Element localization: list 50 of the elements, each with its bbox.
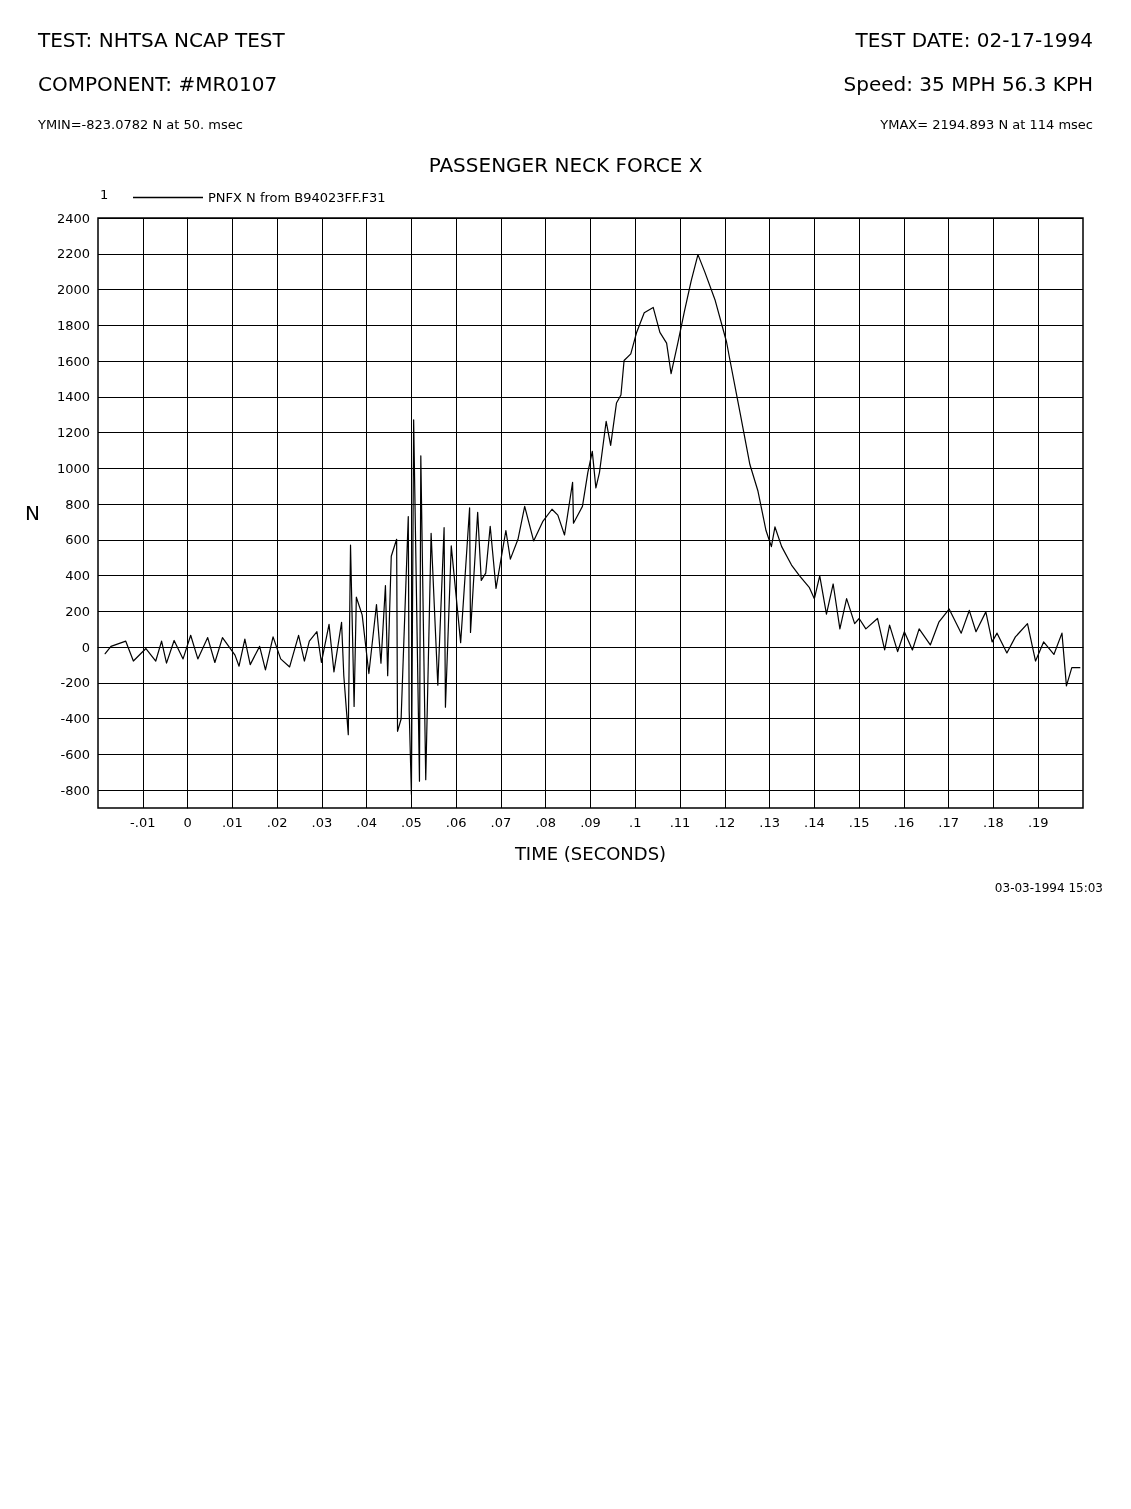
text: YMAX= 2194.893 N at 114 msec xyxy=(879,117,1093,132)
x-tick-label: .13 xyxy=(759,815,780,830)
x-tick-label: .12 xyxy=(714,815,736,830)
y-axis-title: N xyxy=(25,501,40,525)
x-tick-label: .06 xyxy=(445,815,467,830)
y-tick-label: 1000 xyxy=(56,460,90,476)
y-tick-label: 1400 xyxy=(56,389,90,405)
x-tick-label: .18 xyxy=(983,815,1004,830)
y-tick-label: -800 xyxy=(60,782,90,798)
text: YMIN=-823.0782 N at 50. msec xyxy=(37,117,243,132)
x-tick-label: .16 xyxy=(893,815,915,830)
x-tick-label: .05 xyxy=(401,815,422,830)
x-tick-label: .04 xyxy=(356,815,377,830)
y-tick-label: 2200 xyxy=(56,246,90,262)
text: TEST: NHTSA NCAP TEST xyxy=(37,28,286,52)
text: TEST DATE: 02-17-1994 xyxy=(854,28,1093,52)
y-tick-label: 2400 xyxy=(56,210,90,226)
y-tick-label: 400 xyxy=(65,568,90,584)
y-tick-label: 200 xyxy=(65,603,90,619)
x-tick-label: .07 xyxy=(490,815,512,830)
y-tick-label: -600 xyxy=(60,746,90,762)
x-axis-title: TIME (SECONDS) xyxy=(513,842,667,864)
text: PNFX N from B94023FF.F31 xyxy=(208,190,386,205)
y-tick-label: 1800 xyxy=(56,317,90,333)
x-tick-label: .19 xyxy=(1027,815,1049,830)
y-tick-label: 1200 xyxy=(56,425,90,441)
x-tick-label: .17 xyxy=(938,815,960,830)
x-tick-label: .08 xyxy=(535,815,557,830)
y-tick-label: 600 xyxy=(65,532,90,548)
x-tick-label: 0 xyxy=(183,815,192,830)
chart-title: PASSENGER NECK FORCE X xyxy=(428,153,703,177)
x-tick-label: -.01 xyxy=(130,815,156,830)
text: 1 xyxy=(100,187,109,202)
x-tick-label: .1 xyxy=(629,815,642,830)
y-tick-label: 800 xyxy=(65,496,90,512)
y-tick-label: 2000 xyxy=(56,282,90,298)
y-tick-label: -200 xyxy=(60,675,90,691)
x-tick-label: .01 xyxy=(221,815,243,830)
x-tick-label: .14 xyxy=(804,815,825,830)
x-tick-label: .15 xyxy=(848,815,870,830)
x-tick-label: .02 xyxy=(266,815,288,830)
text: Speed: 35 MPH 56.3 KPH xyxy=(843,72,1093,96)
y-tick-label: 0 xyxy=(81,639,90,655)
x-tick-label: .09 xyxy=(580,815,601,830)
y-tick-label: 1600 xyxy=(56,353,90,369)
y-tick-label: -400 xyxy=(60,711,90,727)
x-tick-label: .03 xyxy=(311,815,333,830)
x-tick-label: .11 xyxy=(669,815,691,830)
text: 03-03-1994 15:03 xyxy=(994,881,1103,895)
text: COMPONENT: #MR0107 xyxy=(38,72,278,96)
